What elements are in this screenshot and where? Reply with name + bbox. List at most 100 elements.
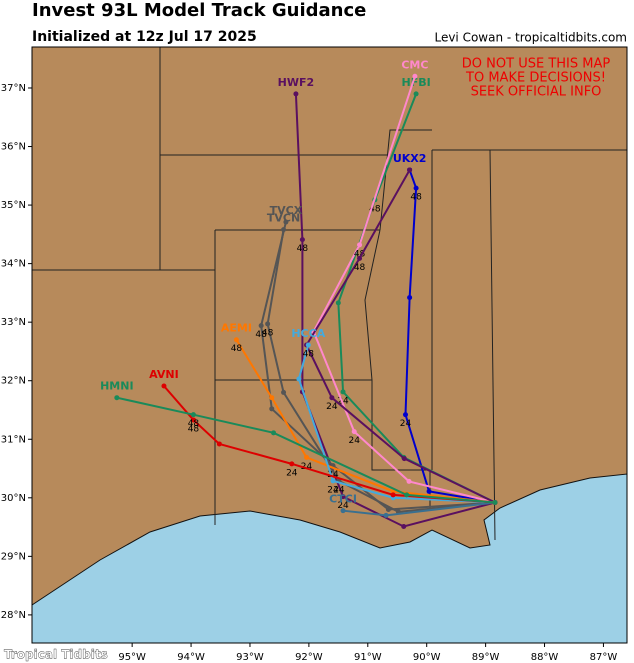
y-tick-label: 28°N (1, 610, 26, 621)
x-tick-label: 91°W (354, 652, 382, 663)
track-point (269, 395, 275, 401)
forecast-hour: 48 (354, 249, 366, 259)
track-point (190, 417, 196, 423)
y-tick-label: 32°N (1, 376, 26, 387)
x-tick-label: 95°W (118, 652, 146, 663)
track-point (269, 406, 275, 412)
track-point (385, 507, 391, 513)
track-point (426, 488, 432, 494)
forecast-hour: 48 (297, 244, 309, 254)
model-label: TVCN (267, 212, 300, 225)
track-point (289, 461, 295, 467)
forecast-hour: 24 (400, 419, 412, 429)
track-point (329, 395, 335, 401)
watermark: Tropical Tidbits (4, 648, 108, 662)
frame (31, 46, 628, 644)
track-line (312, 75, 496, 504)
track-point (357, 255, 363, 261)
track-line (294, 93, 496, 528)
x-tick-label: 92°W (295, 652, 323, 663)
model-label: HMNI (100, 380, 133, 393)
track-point (216, 441, 222, 447)
state-borders (32, 47, 627, 541)
track-point (404, 492, 410, 498)
track-point (265, 321, 271, 327)
track-point (293, 91, 299, 97)
model-label: AVNI (149, 368, 179, 381)
track-point (340, 494, 346, 500)
forecast-hour: 48 (354, 263, 366, 273)
track-line (404, 169, 496, 504)
y-tick-label: 29°N (1, 551, 26, 562)
x-tick-label: 89°W (472, 652, 500, 663)
forecast-hour: 24 (337, 501, 349, 511)
track-point (281, 389, 287, 395)
track-point (412, 73, 418, 79)
track-point (305, 342, 311, 348)
y-tick-label: 31°N (1, 434, 26, 445)
track-point (299, 237, 305, 243)
model-label: CTCI (329, 493, 357, 506)
forecast-hour: 24 (337, 396, 349, 406)
title: Invest 93L Model Track Guidance (32, 0, 366, 21)
forecast-hour: 48 (410, 193, 422, 203)
x-tick-label: 88°W (531, 652, 559, 663)
model-label: UKX2 (393, 152, 427, 165)
model-label: AEMI (221, 322, 252, 335)
y-tick-label: 34°N (1, 259, 26, 270)
forecast-hour: 48 (255, 330, 267, 340)
credit: Levi Cowan - tropicaltidbits.com (434, 31, 627, 45)
subtitle: Initialized at 12z Jul 17 2025 (32, 29, 257, 45)
track-point (383, 512, 389, 518)
track-point (401, 456, 407, 462)
track-point (401, 523, 407, 529)
track-point (258, 323, 264, 329)
model-label: TVCX (270, 204, 303, 217)
forecast-hour: 48 (262, 328, 274, 338)
track-line (266, 229, 496, 513)
track-point (233, 337, 239, 343)
y-tick-label: 33°N (1, 317, 26, 328)
track-point (492, 499, 498, 505)
x-tick-label: 87°W (590, 652, 618, 663)
model-label: CMC (401, 58, 428, 71)
track-point (390, 492, 396, 498)
y-tick-label: 35°N (1, 200, 26, 211)
forecast-hour: 48 (369, 204, 381, 214)
track-point (161, 383, 167, 389)
track-point (190, 412, 196, 418)
forecast-hour: 24 (349, 436, 361, 446)
track-point (340, 508, 346, 514)
track-point (413, 91, 419, 97)
track-line (305, 169, 496, 504)
track-point (402, 412, 408, 418)
track-point (357, 242, 363, 248)
track-point (406, 478, 412, 484)
x-tick-label: 90°W (413, 652, 441, 663)
track-point (351, 429, 357, 435)
track-point (114, 395, 120, 401)
forecast-hour: 24 (326, 402, 338, 412)
forecast-hour: 48 (188, 424, 200, 434)
track-point (271, 430, 277, 436)
track-line (260, 221, 496, 511)
map (31, 46, 628, 644)
y-tick-label: 37°N (1, 83, 26, 94)
track-point (413, 185, 419, 191)
track-point (335, 300, 341, 306)
forecast-hour: 24 (301, 462, 313, 472)
track-point (407, 295, 413, 301)
y-tick-label: 36°N (1, 142, 26, 153)
forecast-hour: 24 (327, 470, 339, 480)
forecast-hour: 24 (286, 468, 298, 478)
forecast-hour: 24 (333, 485, 345, 495)
track-point (330, 478, 336, 484)
warning-line: TO MAKE DECISIONS! (465, 71, 606, 86)
y-tick-label: 30°N (1, 493, 26, 504)
x-tick-label: 94°W (177, 652, 205, 663)
forecast-hour: 48 (231, 344, 243, 354)
model-label: HCCA (291, 327, 325, 340)
warning-line: SEEK OFFICIAL INFO (471, 85, 602, 100)
